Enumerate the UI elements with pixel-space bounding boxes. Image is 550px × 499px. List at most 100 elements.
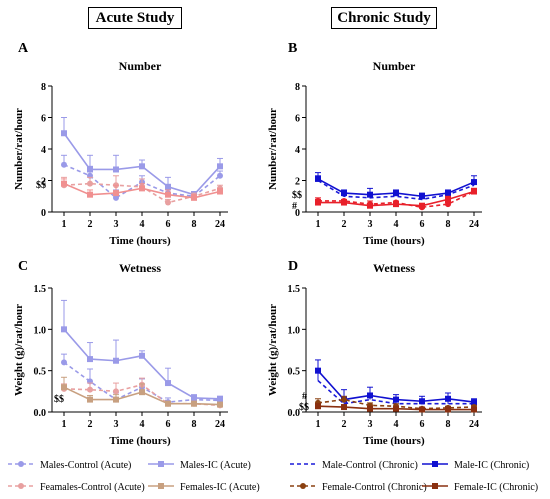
legend-label: Feamales-Control (Acute)	[40, 482, 145, 493]
data-point	[445, 190, 451, 197]
x-tick-label: 8	[446, 219, 451, 230]
y-tick-label: 2	[41, 177, 46, 188]
panel-letter-b: B	[288, 41, 297, 56]
x-tick-label: 3	[114, 419, 119, 430]
x-tick-label: 1	[316, 219, 321, 230]
data-point	[445, 201, 451, 208]
x-tick-label: 8	[446, 419, 451, 430]
significance-annotation: $$	[292, 190, 302, 201]
data-point	[315, 199, 321, 206]
data-point	[419, 406, 425, 413]
data-point	[471, 406, 477, 413]
legend-swatch-marker	[18, 483, 24, 489]
data-point	[113, 357, 119, 364]
data-point	[61, 384, 67, 391]
data-point	[139, 389, 145, 396]
data-point	[87, 191, 93, 198]
data-point	[367, 392, 373, 399]
significance-annotation: $$	[299, 402, 309, 413]
significance-annotation: $$	[54, 394, 64, 405]
y-tick-label: 0	[295, 208, 300, 219]
x-tick-label: 24	[469, 219, 479, 230]
data-point	[471, 179, 477, 186]
data-point	[393, 190, 399, 197]
data-point	[367, 405, 373, 412]
significance-annotation: $$	[36, 180, 46, 191]
x-tick-label: 1	[62, 419, 67, 430]
x-tick-label: 24	[215, 219, 225, 230]
x-tick-label: 4	[140, 219, 145, 230]
y-tick-label: 1.5	[288, 284, 301, 295]
data-point	[139, 352, 145, 359]
legend-swatch-marker	[432, 461, 438, 467]
data-point	[191, 400, 197, 407]
data-point	[87, 386, 93, 393]
x-tick-label: 4	[394, 219, 399, 230]
data-point	[191, 194, 197, 201]
x-axis-label: Time (hours)	[363, 435, 425, 447]
y-tick-label: 6	[41, 114, 46, 125]
x-tick-label: 24	[469, 419, 479, 430]
data-point	[471, 188, 477, 195]
x-axis-label: Time (hours)	[109, 435, 171, 447]
data-point	[367, 202, 373, 209]
data-point	[419, 398, 425, 405]
data-point	[61, 180, 67, 187]
chart-title: Wetness	[119, 261, 161, 275]
data-point	[61, 326, 67, 333]
y-tick-label: 8	[295, 82, 300, 93]
x-tick-label: 2	[88, 219, 93, 230]
x-tick-label: 6	[420, 419, 425, 430]
data-point	[87, 166, 93, 173]
chart-title: Wetness	[373, 261, 415, 275]
data-point	[61, 130, 67, 137]
data-point	[165, 199, 171, 206]
x-tick-label: 6	[166, 419, 171, 430]
panel-letter-d: D	[288, 259, 298, 274]
y-tick-label: 0.0	[34, 408, 47, 419]
chart-title: Number	[119, 59, 162, 73]
data-point	[113, 190, 119, 197]
x-tick-label: 2	[342, 419, 347, 430]
legend-label: Males-IC (Acute)	[180, 460, 251, 471]
x-axis-label: Time (hours)	[363, 235, 425, 247]
significance-annotation: #	[302, 391, 307, 402]
data-point	[445, 406, 451, 413]
legend-label: Male-IC (Chronic)	[454, 460, 529, 471]
chart-title: Number	[373, 59, 416, 73]
legend-label: Female-Control (Chronic)	[322, 482, 427, 493]
legend-swatch-marker	[432, 483, 438, 489]
legend-swatch-marker	[158, 461, 164, 467]
y-tick-label: 2	[295, 177, 300, 188]
data-point	[367, 191, 373, 198]
data-point	[139, 185, 145, 192]
data-point	[471, 399, 477, 406]
data-point	[341, 190, 347, 197]
data-point	[165, 191, 171, 198]
significance-annotation: #	[292, 201, 297, 212]
x-tick-label: 1	[62, 219, 67, 230]
data-point	[191, 394, 197, 401]
data-point	[139, 163, 145, 170]
data-point	[113, 388, 119, 395]
data-point	[165, 380, 171, 387]
x-tick-label: 2	[88, 419, 93, 430]
y-tick-label: 0.5	[288, 367, 301, 378]
data-point	[217, 188, 223, 195]
x-tick-label: 3	[368, 219, 373, 230]
data-point	[393, 396, 399, 403]
y-tick-label: 4	[295, 145, 300, 156]
data-point	[419, 202, 425, 209]
data-point	[341, 199, 347, 206]
data-point	[113, 194, 119, 201]
data-point	[341, 396, 347, 403]
data-point	[61, 359, 67, 366]
y-axis-label: Weight (g)/rat/hour	[13, 304, 25, 396]
legend-label: Female-IC (Chronic)	[454, 482, 538, 493]
data-point	[315, 403, 321, 410]
data-point	[165, 400, 171, 407]
data-point	[87, 396, 93, 403]
y-tick-label: 0.0	[288, 408, 301, 419]
y-tick-label: 8	[41, 82, 46, 93]
